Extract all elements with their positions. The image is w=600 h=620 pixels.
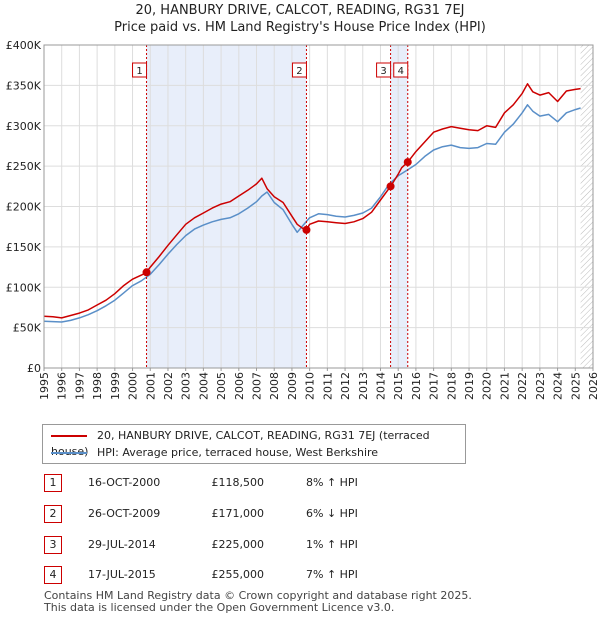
legend-label-hpi: HPI: Average price, terraced house, West… xyxy=(97,446,379,459)
x-tick-label: 2021 xyxy=(498,372,511,400)
y-tick-label: £250K xyxy=(6,160,42,173)
x-tick-label: 2000 xyxy=(127,372,140,400)
marker-box xyxy=(291,62,307,78)
x-tick-label: 2024 xyxy=(552,372,565,400)
transaction-price: £225,000 xyxy=(211,538,265,551)
x-tick-label: 1996 xyxy=(56,372,69,400)
transaction-date: 17-JUL-2015 xyxy=(88,568,156,581)
legend: 20, HANBURY DRIVE, CALCOT, READING, RG31… xyxy=(42,424,466,464)
x-tick-label: 1998 xyxy=(91,372,104,400)
transaction-number: 1 xyxy=(44,474,62,492)
y-tick-label: £400K xyxy=(6,39,42,52)
x-tick-label: 2026 xyxy=(587,372,600,400)
marker-box xyxy=(132,62,148,78)
x-tick-label: 2022 xyxy=(516,372,529,400)
x-tick-label: 2017 xyxy=(428,372,441,400)
y-tick-label: £100K xyxy=(6,281,42,294)
x-tick-label: 1999 xyxy=(109,372,122,400)
marker-label: 2 xyxy=(296,66,302,77)
x-tick-label: 2004 xyxy=(197,372,210,400)
x-tick-label: 2009 xyxy=(286,372,299,400)
footer-line-2: This data is licensed under the Open Gov… xyxy=(44,601,395,614)
x-tick-label: 1995 xyxy=(38,372,51,400)
y-tick-label: £200K xyxy=(6,201,42,214)
x-tick-label: 2011 xyxy=(321,372,334,400)
x-tick-label: 2010 xyxy=(304,372,317,400)
x-tick-label: 2005 xyxy=(215,372,228,400)
transaction-row: 3 29-JUL-2014 £225,000 1% ↑ HPI xyxy=(44,535,484,555)
legend-item-price: 20, HANBURY DRIVE, CALCOT, READING, RG31… xyxy=(51,428,465,458)
x-tick-label: 2025 xyxy=(569,372,582,400)
sale-point xyxy=(403,158,412,167)
footer: Contains HM Land Registry data © Crown c… xyxy=(44,590,472,614)
legend-swatch-price xyxy=(51,435,87,437)
y-tick-label: £0 xyxy=(27,362,41,375)
transaction-date: 16-OCT-2000 xyxy=(88,476,161,489)
title-line-1: 20, HANBURY DRIVE, CALCOT, READING, RG31… xyxy=(135,3,465,18)
transaction-price: £118,500 xyxy=(211,476,265,489)
x-tick-label: 2023 xyxy=(534,372,547,400)
marker-label: 4 xyxy=(398,66,404,77)
sale-point xyxy=(386,182,395,191)
legend-label-price: 20, HANBURY DRIVE, CALCOT, READING, RG31… xyxy=(51,429,430,458)
marker-box xyxy=(393,62,409,78)
x-tick-label: 2016 xyxy=(410,372,423,400)
y-tick-label: £50K xyxy=(13,322,42,335)
x-tick-label: 2003 xyxy=(180,372,193,400)
x-tick-label: 2015 xyxy=(392,372,405,400)
x-tick-label: 2020 xyxy=(481,372,494,400)
price-chart: 1 2 3 4 £0 £50K £100K £150K £200K £250K £300K £350… xyxy=(6,39,600,400)
transaction-number: 4 xyxy=(44,566,62,584)
x-tick-label: 2014 xyxy=(374,372,387,400)
chart-title: 20, HANBURY DRIVE, CALCOT, READING, RG31… xyxy=(0,2,600,36)
y-tick-label: £150K xyxy=(6,241,42,254)
transaction-row: 1 16-OCT-2000 £118,500 8% ↑ HPI xyxy=(44,473,484,493)
transaction-hpi: 1% ↑ HPI xyxy=(306,538,358,551)
x-tick-label: 2006 xyxy=(233,372,246,400)
transaction-date: 26-OCT-2009 xyxy=(88,507,161,520)
x-tick-label: 2007 xyxy=(251,372,264,400)
footer-line-1: Contains HM Land Registry data © Crown c… xyxy=(44,589,472,602)
price-series-line xyxy=(43,83,581,319)
transaction-hpi: 8% ↑ HPI xyxy=(306,476,358,489)
x-tick-label: 2008 xyxy=(268,372,281,400)
x-tick-label: 2001 xyxy=(144,372,157,400)
sale-point xyxy=(142,268,151,277)
marker-box xyxy=(376,62,392,78)
transaction-number: 3 xyxy=(44,536,62,554)
transaction-number: 2 xyxy=(44,505,62,523)
transaction-date: 29-JUL-2014 xyxy=(88,538,156,551)
sale-point xyxy=(302,225,311,234)
marker-label: 1 xyxy=(136,66,142,77)
transaction-price: £171,000 xyxy=(211,507,265,520)
y-tick-label: £300K xyxy=(6,120,42,133)
transaction-row: 4 17-JUL-2015 £255,000 7% ↑ HPI xyxy=(44,565,484,585)
plot-frame xyxy=(43,44,594,369)
x-tick-label: 2019 xyxy=(463,372,476,400)
x-tick-label: 2018 xyxy=(445,372,458,400)
marker-label: 3 xyxy=(380,66,386,77)
hpi-series-line xyxy=(43,104,581,323)
x-tick-label: 2013 xyxy=(357,372,370,400)
transaction-row: 2 26-OCT-2009 £171,000 6% ↓ HPI xyxy=(44,504,484,524)
legend-item-hpi: HPI: Average price, terraced house, West… xyxy=(51,445,378,461)
transaction-hpi: 7% ↑ HPI xyxy=(306,568,358,581)
legend-swatch-hpi xyxy=(51,452,87,454)
title-line-2: Price paid vs. HM Land Registry's House … xyxy=(114,20,486,35)
transaction-hpi: 6% ↓ HPI xyxy=(306,507,358,520)
transaction-price: £255,000 xyxy=(211,568,265,581)
x-tick-label: 2012 xyxy=(339,372,352,400)
x-tick-label: 1997 xyxy=(73,372,86,400)
y-tick-label: £350K xyxy=(6,79,42,92)
x-tick-label: 2002 xyxy=(162,372,175,400)
